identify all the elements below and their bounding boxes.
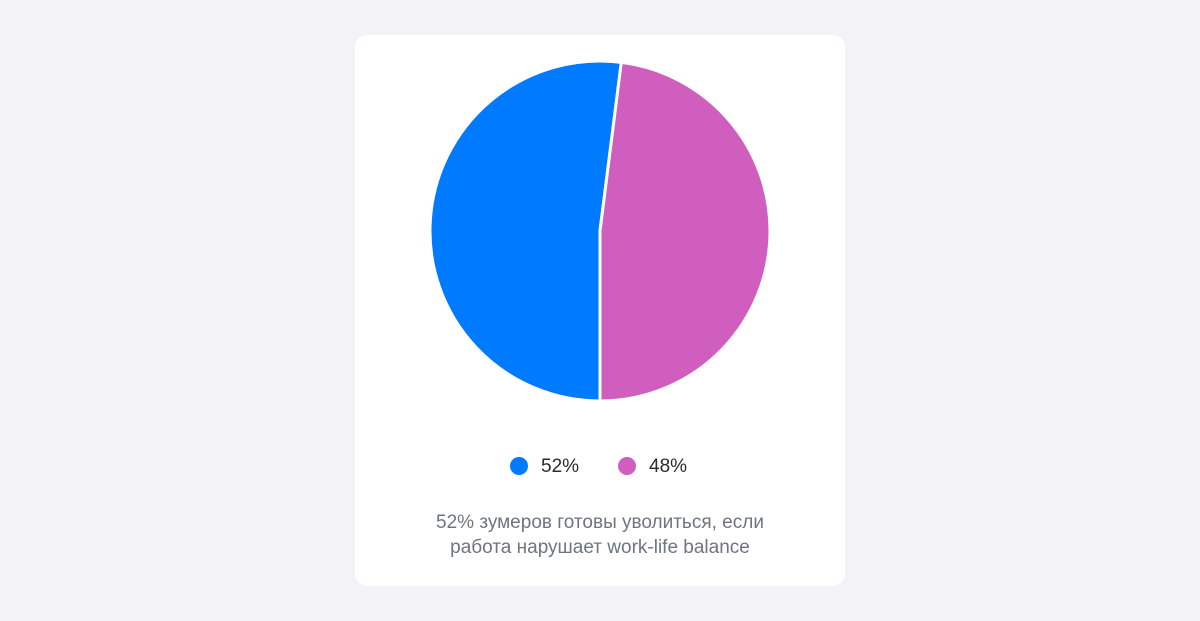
legend-marker: [618, 457, 636, 475]
legend: 52% 48%: [510, 456, 687, 477]
legend-label: 52%: [541, 456, 579, 477]
caption-line: 52% зумеров готовы уволиться, если: [436, 512, 764, 533]
pie-slice: [598, 60, 772, 403]
legend-marker: [510, 457, 528, 475]
caption-line: работа нарушает work-life balance: [450, 537, 750, 558]
legend-label: 48%: [649, 456, 687, 477]
pie-slice: [428, 59, 623, 403]
caption: 52% зумеров готовы уволиться, если работа…: [436, 512, 764, 558]
pie: [428, 59, 772, 403]
